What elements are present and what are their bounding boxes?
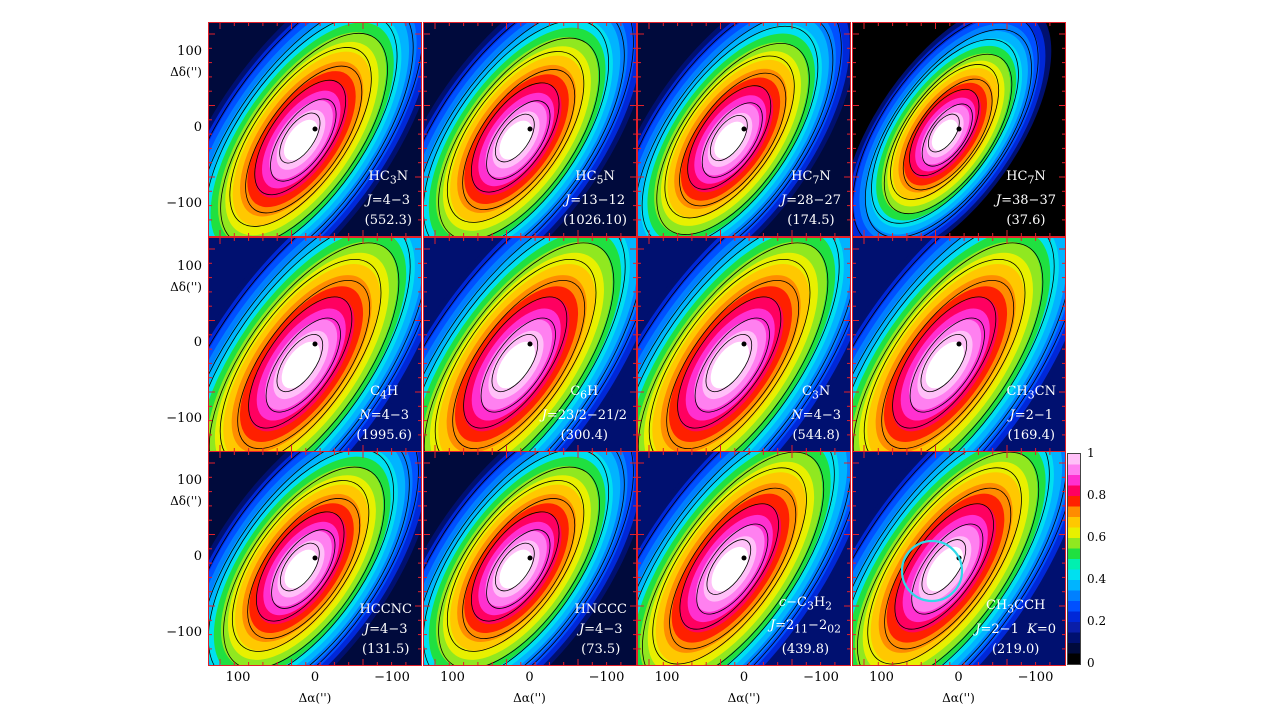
x-axis-label: Δα('') [298, 691, 332, 705]
y-tick-label: 0 [193, 334, 202, 350]
peak-value: (73.5) [581, 642, 621, 657]
colorbar [1067, 453, 1081, 665]
panel-label: CH3CN J=2−1 (169.4) [1006, 382, 1056, 446]
molecule-name: c−C3H2 [778, 594, 833, 613]
panel-label: c−C3H2 J=211−202 (439.8) [770, 593, 841, 660]
transition: J=4−3 [578, 622, 623, 637]
map-panel: HC7N J=28−27 (174.5) [637, 22, 851, 237]
molecule-name: HC7N [791, 169, 831, 187]
y-tick-label: 0 [193, 549, 202, 565]
x-tick-label: 100 [440, 670, 465, 685]
transition: J=4−3 [363, 622, 408, 637]
x-axis-label: Δα('') [942, 691, 975, 705]
colorbar-tick-label: 1 [1087, 446, 1095, 460]
panel-label: HC3N J=4−3 (552.3) [365, 167, 412, 231]
peak-value: (174.5) [787, 213, 835, 228]
peak-value: (1995.6) [356, 428, 412, 443]
transition: J=13−12 [565, 193, 626, 208]
panel-label: HNCCC J=4−3 (73.5) [574, 600, 627, 660]
x-axis-label: Δα('') [727, 691, 761, 705]
transition: N=4−3 [359, 408, 410, 423]
panel-label: C3N N=4−3 (544.8) [791, 382, 841, 446]
molecule-name: C4H [370, 384, 399, 402]
x-tick-label: 0 [525, 670, 534, 685]
molecule-name: HNCCC [574, 602, 627, 617]
transition: J=23/2−21/2 [541, 408, 627, 423]
map-panel: HCCNC J=4−3 (131.5) [208, 451, 422, 666]
y-axis-label: Δδ('') [170, 279, 202, 294]
transition: N=4−3 [791, 408, 841, 423]
y-tick-label: 100 [177, 258, 202, 274]
transition: J=211−202 [769, 618, 841, 636]
peak-value: (552.3) [364, 213, 412, 228]
map-panel: C4H N=4−3 (1995.6) [208, 237, 422, 452]
map-panel: C6H J=23/2−21/2 (300.4) [423, 237, 637, 452]
map-panel: CH3CN J=2−1 (169.4) [852, 237, 1066, 452]
y-axis-label: Δδ('') [170, 65, 202, 79]
peak-value: (544.8) [792, 428, 840, 443]
colorbar-tick-label: 0.8 [1087, 488, 1107, 502]
map-panel: c−C3H2 J=211−202 (439.8) [637, 451, 851, 666]
colorbar-tick-label: 0.6 [1087, 530, 1107, 544]
y-axis-label: Δδ('') [170, 494, 202, 509]
y-tick-label: 0 [193, 120, 202, 135]
panel-label: C6H J=23/2−21/2 (300.4) [542, 382, 627, 446]
x-tick-label: 0 [954, 670, 963, 685]
peak-value: (169.4) [1007, 428, 1055, 443]
map-panel: HNCCC J=4−3 (73.5) [423, 451, 637, 666]
molecule-name: HCCNC [359, 602, 412, 617]
transition: J=2−1 K=0 [975, 622, 1056, 637]
panel-label: HC5N J=13−12 (1026.10) [563, 167, 627, 231]
transition: J=28−27 [780, 193, 841, 208]
x-tick-label: 0 [739, 670, 749, 685]
transition: J=38−37 [995, 193, 1056, 208]
y-tick-label: 100 [177, 473, 202, 489]
y-tick-label: −100 [166, 625, 202, 641]
panel-label: HCCNC J=4−3 (131.5) [359, 600, 412, 660]
peak-value: (1026.10) [563, 213, 627, 228]
x-tick-label: −100 [803, 670, 839, 685]
x-tick-label: 100 [225, 670, 251, 685]
peak-value: (439.8) [781, 642, 830, 657]
panel-label: HC7N J=28−27 (174.5) [781, 167, 841, 231]
map-panel: HC7N J=38−37 (37.6) [852, 22, 1066, 237]
x-tick-label: 100 [654, 670, 680, 685]
peak-value: (219.0) [991, 642, 1040, 657]
map-panel: CH3CCH J=2−1 K=0 (219.0) [852, 451, 1066, 666]
map-panel: C3N N=4−3 (544.8) [637, 237, 851, 452]
x-tick-label: −100 [1017, 670, 1054, 685]
map-panel: HC3N J=4−3 (552.3) [208, 22, 422, 237]
molecule-name: HC5N [575, 169, 615, 187]
map-panel: HC5N J=13−12 (1026.10) [423, 22, 637, 237]
x-tick-label: 100 [869, 670, 894, 685]
colorbar-tick-label: 0.2 [1087, 614, 1107, 628]
molecule-name: CH3CCH [985, 598, 1046, 616]
transition: J=2−1 [1009, 408, 1054, 423]
panel-label: CH3CCH J=2−1 K=0 (219.0) [975, 596, 1056, 660]
molecule-name: HC3N [368, 169, 409, 187]
x-tick-label: 0 [310, 670, 320, 685]
panel-label: C4H N=4−3 (1995.6) [356, 382, 412, 446]
x-tick-label: −100 [588, 670, 625, 685]
y-tick-label: −100 [166, 410, 202, 426]
x-axis-label: Δα('') [513, 691, 546, 705]
colorbar-tick-label: 0 [1087, 656, 1095, 670]
colorbar-tick-label: 0.4 [1087, 572, 1107, 586]
peak-value: (37.6) [1006, 213, 1046, 228]
y-tick-label: −100 [166, 196, 202, 211]
panel-label: HC7N J=38−37 (37.6) [996, 167, 1056, 231]
y-tick-label: 100 [177, 44, 202, 59]
molecule-name: C3N [802, 384, 831, 402]
x-tick-label: −100 [374, 670, 410, 685]
peak-value: (131.5) [362, 642, 410, 657]
molecule-name: HC7N [1006, 169, 1046, 187]
molecule-name: CH3CN [1006, 384, 1056, 402]
transition: J=4−3 [366, 193, 411, 208]
molecule-name: C6H [570, 384, 599, 402]
peak-value: (300.4) [560, 428, 608, 443]
